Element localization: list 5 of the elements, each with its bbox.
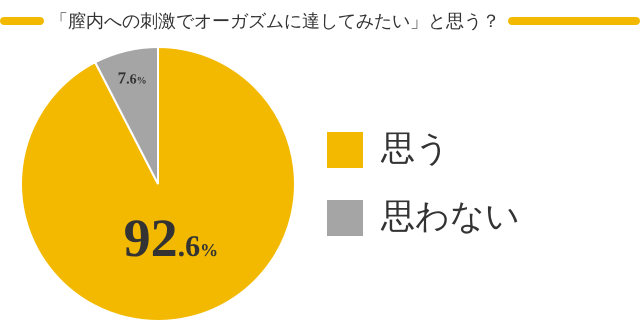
legend-label: 思う [380,129,450,168]
data-label: 92.6% [124,208,218,268]
legend-label: 思わない [380,197,520,236]
chart-title: 「膣内への刺激でオーガズムに達してみたい」と思う？ [50,10,500,33]
data-label: 7.6% [118,68,147,88]
